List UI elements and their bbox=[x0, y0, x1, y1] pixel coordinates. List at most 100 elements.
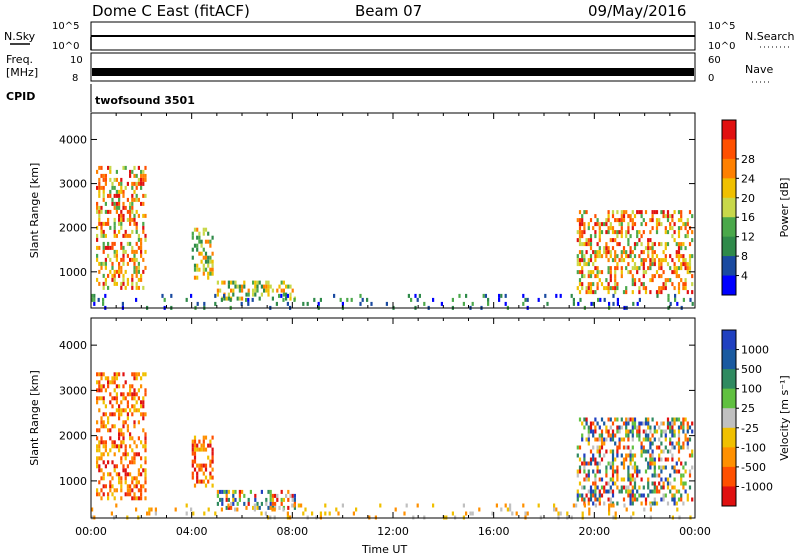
echo-cell bbox=[620, 214, 623, 219]
echo-cell bbox=[247, 297, 250, 302]
echo-cell bbox=[109, 448, 112, 453]
echo-cell bbox=[113, 496, 116, 501]
echo-cell bbox=[589, 457, 593, 462]
echo-cell bbox=[191, 247, 194, 252]
echo-cell bbox=[666, 262, 670, 267]
echo-cell bbox=[589, 489, 593, 494]
echo-cell bbox=[664, 254, 667, 259]
echo-cell bbox=[587, 425, 590, 430]
echo-cell bbox=[137, 213, 140, 218]
echo-cell bbox=[585, 493, 588, 498]
echo-cell bbox=[581, 461, 584, 466]
echo-cell bbox=[133, 404, 136, 409]
echo-cell bbox=[609, 489, 612, 494]
echo-cell bbox=[581, 250, 584, 255]
echo-cell bbox=[135, 185, 138, 190]
echo-cell bbox=[509, 503, 512, 508]
echo-cell bbox=[578, 210, 582, 215]
echo-cell bbox=[631, 453, 634, 458]
echo-cell bbox=[135, 173, 138, 178]
echo-cell bbox=[596, 469, 599, 474]
echo-cell bbox=[664, 226, 667, 231]
echo-cell bbox=[576, 469, 579, 474]
echo-cell bbox=[118, 412, 121, 417]
echo-cell bbox=[198, 479, 201, 484]
echo-cell bbox=[611, 469, 615, 474]
echo-cell bbox=[677, 226, 681, 231]
echo-cell bbox=[202, 231, 205, 236]
echo-cell bbox=[100, 384, 103, 389]
echo-cell bbox=[608, 507, 611, 512]
echo-cell bbox=[276, 288, 279, 293]
echo-cell bbox=[161, 293, 164, 298]
colorbar-segment bbox=[722, 349, 736, 370]
echo-cell bbox=[133, 396, 136, 401]
echo-cell bbox=[113, 376, 116, 381]
echo-cell bbox=[655, 489, 659, 494]
echo-cell bbox=[100, 496, 103, 501]
echo-cell bbox=[204, 463, 208, 468]
echo-cell bbox=[585, 286, 588, 291]
echo-cell bbox=[555, 293, 558, 298]
echo-cell bbox=[133, 181, 136, 186]
echo-cell bbox=[93, 297, 96, 302]
echo-cell bbox=[359, 301, 362, 306]
echo-cell bbox=[109, 177, 112, 182]
echo-cell bbox=[675, 441, 678, 446]
echo-cell bbox=[669, 301, 672, 306]
echo-cell bbox=[666, 425, 670, 430]
echo-cell bbox=[618, 242, 621, 247]
echo-cell bbox=[607, 218, 610, 223]
echo-cell bbox=[111, 273, 114, 278]
echo-cell bbox=[135, 408, 138, 413]
echo-cell bbox=[614, 254, 617, 259]
echo-cell bbox=[603, 489, 606, 494]
echo-cell bbox=[589, 290, 593, 295]
echo-cell bbox=[252, 292, 255, 297]
echo-cell bbox=[688, 210, 692, 215]
echo-cell bbox=[647, 465, 650, 470]
echo-cell bbox=[113, 424, 116, 429]
echo-cell bbox=[583, 465, 586, 470]
echo-cell bbox=[113, 468, 116, 473]
echo-cell bbox=[142, 229, 145, 234]
echo-cell bbox=[612, 503, 615, 508]
echo-cell bbox=[150, 507, 153, 512]
echo-cell bbox=[691, 429, 694, 434]
echo-cell bbox=[297, 503, 300, 508]
echo-cell bbox=[202, 479, 205, 484]
echo-cell bbox=[653, 465, 656, 470]
echo-cell bbox=[614, 238, 617, 243]
echo-cell bbox=[313, 297, 316, 302]
echo-cell bbox=[118, 436, 121, 441]
echo-cell bbox=[118, 404, 121, 409]
x-axis-title: Time UT bbox=[361, 543, 407, 554]
colorbar-frame bbox=[721, 329, 737, 507]
echo-cell bbox=[583, 477, 586, 482]
echo-cell bbox=[680, 262, 683, 267]
echo-cell bbox=[631, 457, 634, 462]
echo-cell bbox=[104, 177, 107, 182]
echo-cell bbox=[209, 243, 212, 248]
echo-cell bbox=[649, 453, 652, 458]
echo-cell bbox=[629, 477, 632, 482]
echo-cell bbox=[113, 217, 116, 222]
echo-cell bbox=[140, 488, 143, 493]
echo-cell bbox=[278, 293, 281, 298]
colorbar-segment bbox=[722, 330, 736, 351]
echo-cell bbox=[137, 197, 140, 202]
echo-cell bbox=[113, 380, 116, 385]
echo-cell bbox=[644, 270, 648, 275]
echo-cell bbox=[673, 266, 676, 271]
echo-cell bbox=[102, 285, 105, 290]
echo-cell bbox=[578, 262, 582, 267]
echo-cell bbox=[126, 452, 129, 457]
echo-cell bbox=[684, 461, 687, 466]
echo-cell bbox=[193, 435, 197, 440]
echo-cell bbox=[629, 429, 632, 434]
echo-cell bbox=[673, 445, 676, 450]
echo-cell bbox=[120, 285, 123, 290]
echo-cell bbox=[129, 432, 132, 437]
echo-cell bbox=[680, 210, 683, 215]
echo-cell bbox=[236, 507, 239, 512]
